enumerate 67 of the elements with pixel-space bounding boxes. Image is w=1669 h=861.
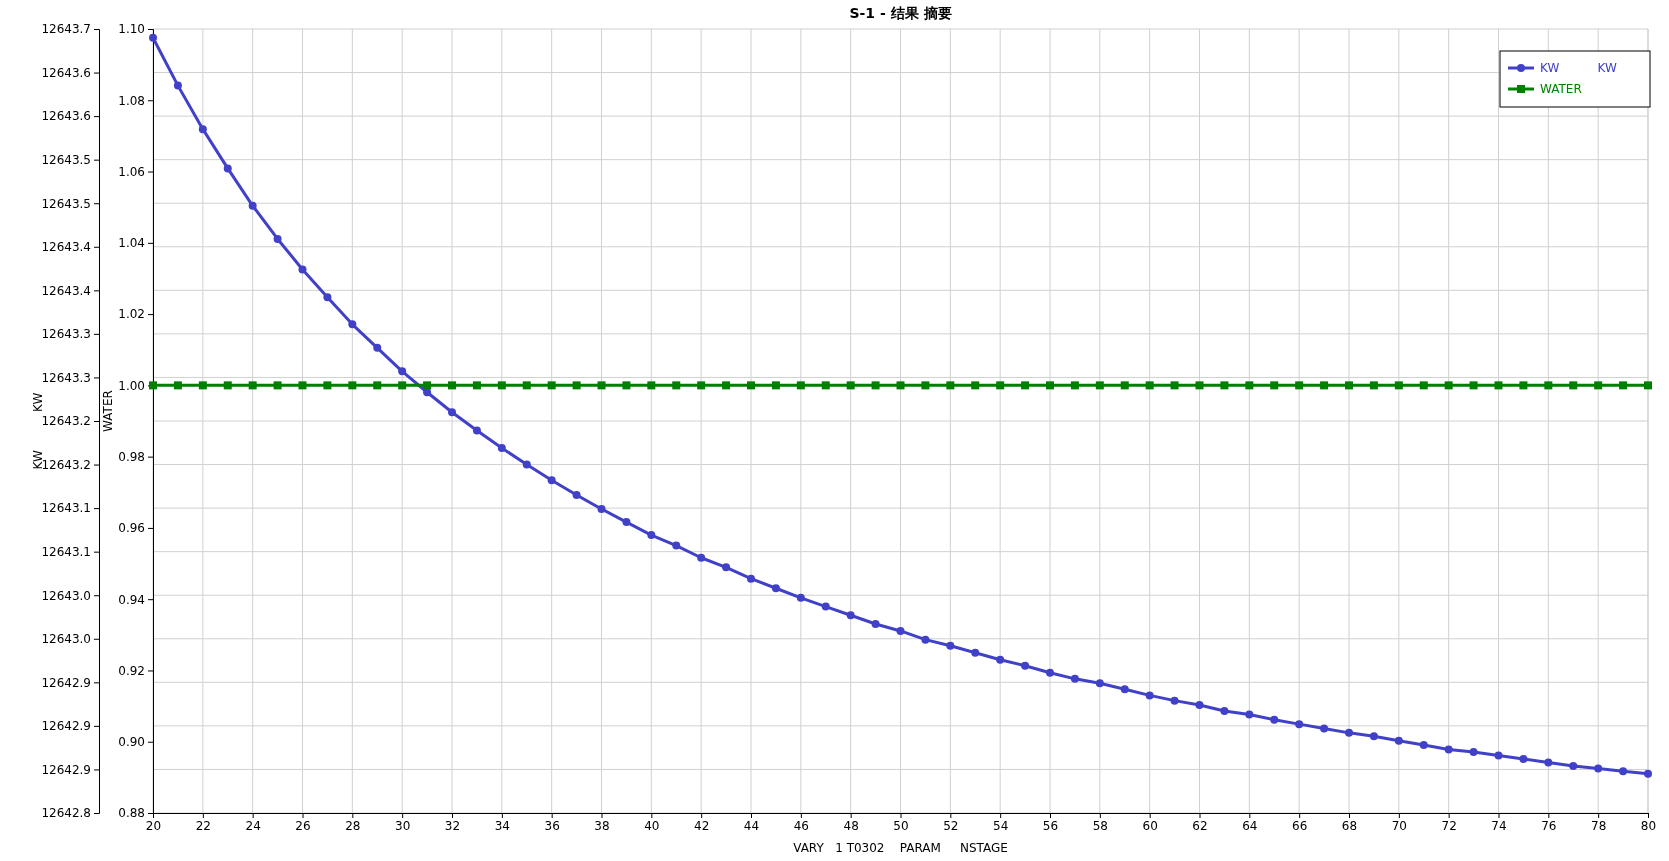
x-tick-label: 28 bbox=[345, 818, 361, 833]
x-tick-label: 34 bbox=[494, 818, 510, 833]
x-tick-label: 50 bbox=[893, 818, 909, 833]
x-tick-label: 78 bbox=[1591, 818, 1607, 833]
x-tick-label: 76 bbox=[1541, 818, 1557, 833]
y-tick-label: 12643.3 bbox=[41, 327, 91, 342]
x-tick-label: 58 bbox=[1092, 818, 1108, 833]
y-tick-label: 12643.2 bbox=[41, 414, 91, 429]
x-tick-label: 60 bbox=[1142, 818, 1158, 833]
y-tick-label: 12643.2 bbox=[41, 457, 91, 472]
x-tick-label: 64 bbox=[1242, 818, 1258, 833]
y-tick-label: 12643.7 bbox=[41, 22, 91, 37]
y-tick-label: 12643.3 bbox=[41, 370, 91, 385]
x-tick-label: 32 bbox=[444, 818, 461, 833]
y2-tick-label: 1.08 bbox=[118, 93, 145, 108]
x-tick-label: 44 bbox=[743, 818, 760, 833]
legend-label: WATER bbox=[1540, 82, 1582, 96]
y-tick-label: 12642.9 bbox=[41, 675, 91, 690]
x-tick-label: 22 bbox=[195, 818, 211, 833]
x-tick-label: 70 bbox=[1391, 818, 1407, 833]
y2-tick-label: 0.94 bbox=[118, 592, 145, 607]
y2-tick-label: 0.90 bbox=[118, 735, 145, 750]
y-tick-label: 12642.9 bbox=[41, 762, 91, 777]
y-tick-label: 12643.5 bbox=[41, 196, 91, 211]
x-tick-label: 72 bbox=[1441, 818, 1457, 833]
y-tick-label: 12643.6 bbox=[41, 65, 91, 80]
x-tick-label: 54 bbox=[993, 818, 1009, 833]
legend-label: KW KW bbox=[1540, 61, 1617, 75]
x-tick-label: 48 bbox=[843, 818, 859, 833]
y-tick-label: 12643.0 bbox=[41, 588, 91, 603]
y2-tick-label: 1.10 bbox=[118, 22, 145, 37]
x-tick-label: 52 bbox=[943, 818, 959, 833]
y-tick-label: 12643.6 bbox=[41, 109, 91, 124]
x-tick-label: 24 bbox=[245, 818, 261, 833]
x-tick-label: 36 bbox=[544, 818, 560, 833]
y-tick-label: 12643.4 bbox=[41, 240, 91, 255]
x-tick-label: 68 bbox=[1341, 818, 1358, 833]
y-tick-label: 12642.9 bbox=[41, 719, 91, 734]
chart-title: S-1 - 结果 摘要 bbox=[849, 5, 952, 21]
x-tick-label: 30 bbox=[395, 818, 411, 833]
x-tick-label: 26 bbox=[295, 818, 311, 833]
y2-tick-label: 0.98 bbox=[118, 449, 145, 464]
y2-tick-label: 1.06 bbox=[118, 164, 145, 179]
y-tick-label: 12642.8 bbox=[41, 806, 91, 821]
y-tick-label: 12643.0 bbox=[41, 632, 91, 647]
y2-tick-label: 1.00 bbox=[118, 378, 145, 393]
y-tick-label: 12643.1 bbox=[41, 545, 91, 560]
x-tick-label: 74 bbox=[1491, 818, 1507, 833]
x-tick-label: 56 bbox=[1042, 818, 1059, 833]
x-axis-title: VARY 1 T0302 PARAM NSTAGE bbox=[793, 841, 1008, 855]
x-tick-label: 80 bbox=[1640, 818, 1657, 833]
y2-axis-title: WATER bbox=[101, 390, 115, 432]
y2-tick-label: 1.02 bbox=[118, 307, 145, 322]
y-tick-label: 12643.1 bbox=[41, 501, 91, 516]
x-tick-label: 42 bbox=[694, 818, 710, 833]
x-tick-label: 62 bbox=[1192, 818, 1208, 833]
y2-tick-label: 0.92 bbox=[118, 663, 145, 678]
y2-tick-label: 0.88 bbox=[118, 806, 145, 821]
y2-tick-label: 1.04 bbox=[118, 236, 145, 251]
y-tick-label: 12643.5 bbox=[41, 153, 91, 168]
x-tick-label: 66 bbox=[1292, 818, 1308, 833]
y2-tick-label: 0.96 bbox=[118, 521, 145, 536]
x-tick-label: 40 bbox=[644, 818, 660, 833]
x-tick-label: 46 bbox=[793, 818, 809, 833]
x-tick-label: 20 bbox=[145, 818, 162, 833]
x-tick-label: 38 bbox=[594, 818, 610, 833]
y-tick-label: 12643.4 bbox=[41, 283, 91, 298]
